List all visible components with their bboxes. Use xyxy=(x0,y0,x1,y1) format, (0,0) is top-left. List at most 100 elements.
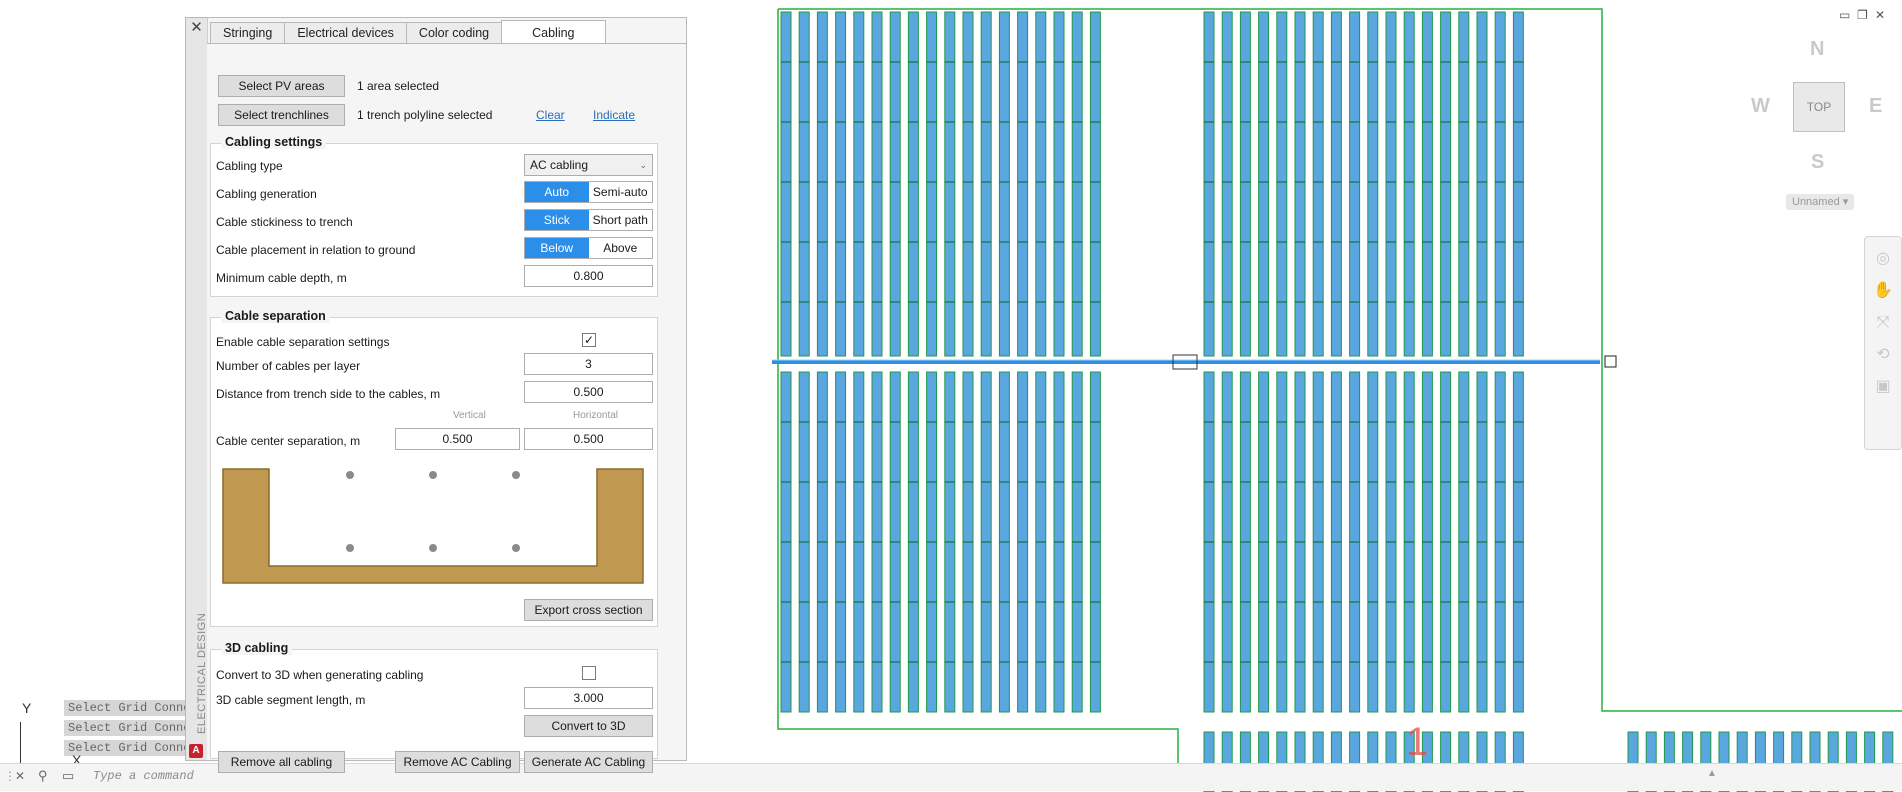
vertical-separation-field[interactable]: 0.500 xyxy=(395,428,520,450)
ucs-y-label: Y xyxy=(22,700,32,716)
pv-table-row xyxy=(944,11,956,357)
pv-table-row xyxy=(980,11,992,357)
minimize-icon[interactable]: ▭ xyxy=(1839,8,1851,22)
pv-table-row xyxy=(1645,731,1657,792)
pv-table-row xyxy=(1071,11,1083,357)
pv-table-row xyxy=(1053,11,1065,357)
export-cross-section-button[interactable]: Export cross section xyxy=(524,599,653,621)
command-grip-icon[interactable]: ⋮ xyxy=(4,769,16,783)
close-icon[interactable]: ✕ xyxy=(190,19,203,36)
stickiness-toggle[interactable]: Stick Short path xyxy=(524,209,653,231)
cabling-generation-label: Cabling generation xyxy=(216,187,317,201)
pv-table-row xyxy=(1773,731,1785,792)
showmotion-icon[interactable]: ▣ xyxy=(1875,378,1891,395)
tab-stringing[interactable]: Stringing xyxy=(210,22,286,43)
cable-dot xyxy=(346,544,354,552)
convert-3d-checkbox[interactable] xyxy=(582,666,596,680)
segment-length-label: 3D cable segment length, m xyxy=(216,693,366,707)
enable-separation-label: Enable cable separation settings xyxy=(216,335,390,349)
horizontal-separation-field[interactable]: 0.500 xyxy=(524,428,653,450)
select-trenchlines-button[interactable]: Select trenchlines xyxy=(218,104,345,126)
placement-label: Cable placement in relation to ground xyxy=(216,243,416,257)
pv-table-row xyxy=(1458,11,1470,357)
restore-icon[interactable]: ❐ xyxy=(1857,8,1868,22)
trench-side-distance-field[interactable]: 0.500 xyxy=(524,381,653,403)
convert-3d-label: Convert to 3D when generating cabling xyxy=(216,668,424,682)
min-depth-field[interactable]: 0.800 xyxy=(524,265,653,287)
viewcube-north[interactable]: N xyxy=(1810,38,1825,60)
pv-table-row xyxy=(1276,11,1288,357)
stickiness-stick-option[interactable]: Stick xyxy=(525,210,589,230)
indicate-link[interactable]: Indicate xyxy=(593,108,636,122)
cabling-type-value: AC cabling xyxy=(530,158,589,172)
pv-table-row xyxy=(1276,731,1288,792)
pv-table-row xyxy=(1089,11,1101,357)
generate-ac-cabling-button[interactable]: Generate AC Cabling xyxy=(524,751,653,773)
pv-table-row xyxy=(1440,731,1452,792)
pv-table-row xyxy=(1221,731,1233,792)
clear-link[interactable]: Clear xyxy=(536,108,565,122)
horizontal-caption: Horizontal xyxy=(573,410,619,421)
orbit-icon[interactable]: ⟲ xyxy=(1876,346,1890,363)
pv-table-row xyxy=(1258,731,1270,792)
pv-table-row xyxy=(1349,731,1361,792)
vertical-caption: Vertical xyxy=(453,410,486,421)
cable-dot xyxy=(429,544,437,552)
stickiness-short-path-option[interactable]: Short path xyxy=(588,210,652,230)
command-recent-icon[interactable]: ▭ xyxy=(62,768,75,783)
tab-color-coding[interactable]: Color coding xyxy=(405,22,503,43)
remove-ac-cabling-button[interactable]: Remove AC Cabling xyxy=(395,751,520,773)
autocad-logo-icon[interactable]: A xyxy=(189,744,203,758)
min-depth-label: Minimum cable depth, m xyxy=(216,271,347,285)
pv-table-row xyxy=(1663,731,1675,792)
zoom-extents-icon[interactable]: ⤧ xyxy=(1876,314,1890,331)
pan-icon[interactable]: ✋ xyxy=(1873,282,1893,299)
placement-below-option[interactable]: Below xyxy=(525,238,589,258)
cables-per-layer-field[interactable]: 3 xyxy=(524,353,653,375)
command-input[interactable]: Type a command xyxy=(93,769,194,783)
pv-table-row xyxy=(1421,11,1433,357)
center-separation-label: Cable center separation, m xyxy=(216,434,361,448)
convert-to-3d-button[interactable]: Convert to 3D xyxy=(524,715,653,737)
generation-semi-auto-option[interactable]: Semi-auto xyxy=(588,182,652,202)
pv-table-row xyxy=(1239,731,1251,792)
remove-all-cabling-button[interactable]: Remove all cabling xyxy=(218,751,345,773)
pv-table-row xyxy=(1221,11,1233,357)
viewcube-east[interactable]: E xyxy=(1869,95,1883,117)
trench-selection-status: 1 trench polyline selected xyxy=(357,108,493,122)
viewcube-west[interactable]: W xyxy=(1751,95,1770,117)
tab-cabling[interactable]: Cabling xyxy=(501,20,606,43)
pv-table-row xyxy=(1512,731,1524,792)
placement-above-option[interactable]: Above xyxy=(588,238,652,258)
pv-table-row xyxy=(1682,731,1694,792)
viewcube-south[interactable]: S xyxy=(1811,151,1825,173)
generation-auto-option[interactable]: Auto xyxy=(525,182,589,202)
placement-toggle[interactable]: Below Above xyxy=(524,237,653,259)
enable-separation-checkbox[interactable]: ✓ xyxy=(582,333,596,347)
named-view-dropdown[interactable]: Unnamed ▾ xyxy=(1786,194,1855,210)
command-history-line: Select Grid Conne xyxy=(64,720,192,736)
pv-table-row xyxy=(1294,11,1306,357)
cabling-generation-toggle[interactable]: Auto Semi-auto xyxy=(524,181,653,203)
segment-length-field[interactable]: 3.000 xyxy=(524,687,653,709)
command-scroll-icon[interactable]: ▲ xyxy=(1707,768,1717,779)
steering-wheel-icon[interactable]: ◎ xyxy=(1876,250,1890,267)
pv-table-row xyxy=(1312,731,1324,792)
pv-table-row xyxy=(962,11,974,357)
pv-table-row xyxy=(1476,731,1488,792)
navigation-bar: ◎ ✋ ⤧ ⟲ ▣ xyxy=(1864,236,1902,450)
pv-table-row xyxy=(998,11,1010,357)
viewcube-top-face[interactable]: TOP xyxy=(1793,82,1845,132)
cabling-settings-title: Cabling settings xyxy=(221,135,327,149)
select-pv-areas-button[interactable]: Select PV areas xyxy=(218,75,345,97)
command-close-icon[interactable]: ✕ xyxy=(15,769,26,783)
pv-table-row xyxy=(926,11,938,357)
palette-title-strip[interactable]: ✕ ELECTRICAL DESIGN A xyxy=(186,18,208,760)
cabling-type-select[interactable]: AC cabling ⌄ xyxy=(524,154,653,176)
pv-table-row xyxy=(871,11,883,357)
tab-electrical-devices[interactable]: Electrical devices xyxy=(284,22,407,43)
command-customize-icon[interactable]: ⚲ xyxy=(38,768,48,783)
close-window-icon[interactable]: ✕ xyxy=(1875,8,1886,22)
pv-table-row xyxy=(853,11,865,357)
